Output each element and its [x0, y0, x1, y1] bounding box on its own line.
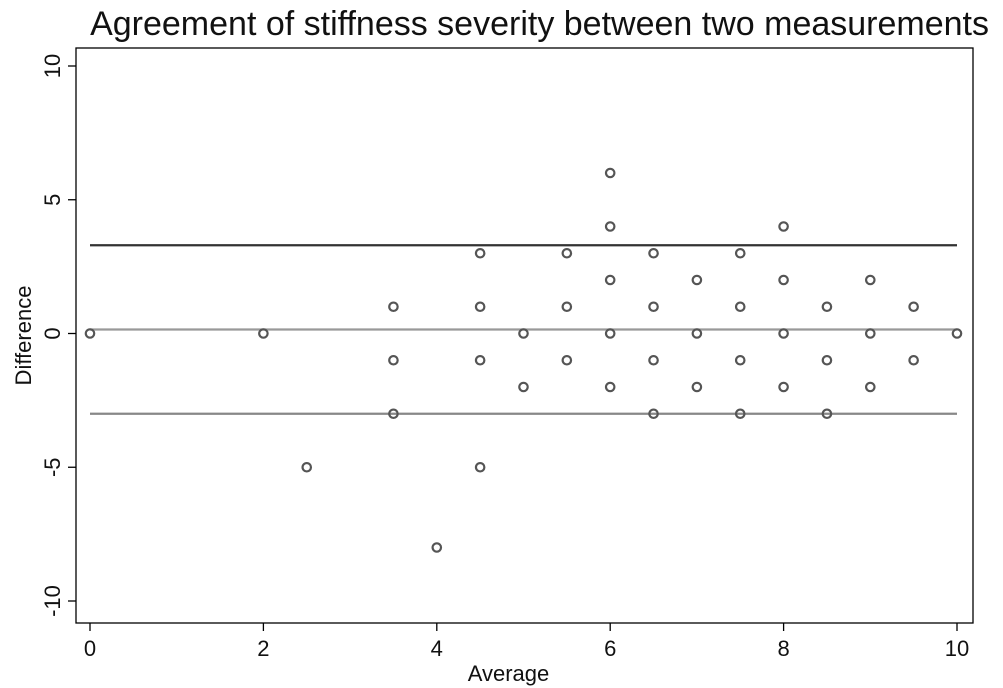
data-point	[648, 301, 659, 313]
data-point	[908, 354, 919, 366]
data-point	[518, 381, 529, 393]
x-tick-label: 8	[777, 636, 789, 661]
data-point	[604, 274, 616, 286]
data-point	[778, 274, 789, 286]
data-point	[604, 221, 616, 232]
data-point	[561, 301, 573, 313]
y-tick-label: 0	[40, 327, 65, 339]
data-point	[691, 274, 703, 286]
x-tick-label: 0	[84, 636, 96, 661]
data-point	[474, 461, 486, 473]
data-point	[691, 328, 703, 339]
data-point	[864, 328, 876, 339]
data-point	[734, 247, 746, 259]
data-point	[604, 328, 616, 339]
y-tick-label: -10	[40, 585, 65, 617]
y-tick-label: 5	[40, 194, 65, 206]
data-point	[908, 301, 919, 313]
data-point	[778, 221, 789, 232]
y-tick-label: -5	[40, 457, 65, 477]
x-tick-label: 10	[945, 636, 969, 661]
x-axis: 0 2 4 6 8 10	[84, 623, 969, 661]
data-point	[561, 247, 573, 259]
data-point	[821, 408, 833, 420]
data-point	[604, 381, 616, 393]
x-tick-label: 6	[604, 636, 616, 661]
data-point	[388, 354, 399, 366]
data-point	[821, 301, 833, 313]
data-point	[648, 408, 659, 420]
x-axis-title: Average	[468, 661, 550, 686]
data-point	[691, 381, 703, 393]
data-point	[518, 328, 529, 339]
data-point	[84, 328, 96, 339]
data-points	[84, 167, 963, 553]
data-point	[778, 381, 789, 393]
chart-title: Agreement of stiffness severity between …	[90, 5, 989, 43]
data-point	[561, 354, 573, 366]
data-point	[734, 354, 746, 366]
data-point	[734, 301, 746, 313]
data-point	[648, 354, 659, 366]
data-point	[734, 408, 746, 420]
data-point	[474, 247, 486, 259]
data-point	[474, 354, 486, 366]
x-tick-label: 4	[431, 636, 443, 661]
y-axis: -10 -5 0 5 10	[40, 54, 76, 617]
data-point	[431, 542, 443, 553]
data-point	[604, 167, 616, 179]
y-axis-title: Difference	[11, 286, 36, 386]
y-tick-label: 10	[40, 54, 65, 78]
data-point	[821, 354, 833, 366]
data-point	[258, 328, 269, 339]
data-point	[864, 274, 876, 286]
data-point	[388, 301, 399, 313]
data-point	[474, 301, 486, 313]
data-point	[864, 381, 876, 393]
data-point	[388, 408, 399, 420]
data-point	[648, 247, 659, 259]
x-tick-label: 2	[257, 636, 269, 661]
data-point	[951, 328, 963, 339]
data-point	[301, 461, 313, 473]
data-point	[778, 328, 789, 339]
plot-frame	[75, 47, 974, 624]
